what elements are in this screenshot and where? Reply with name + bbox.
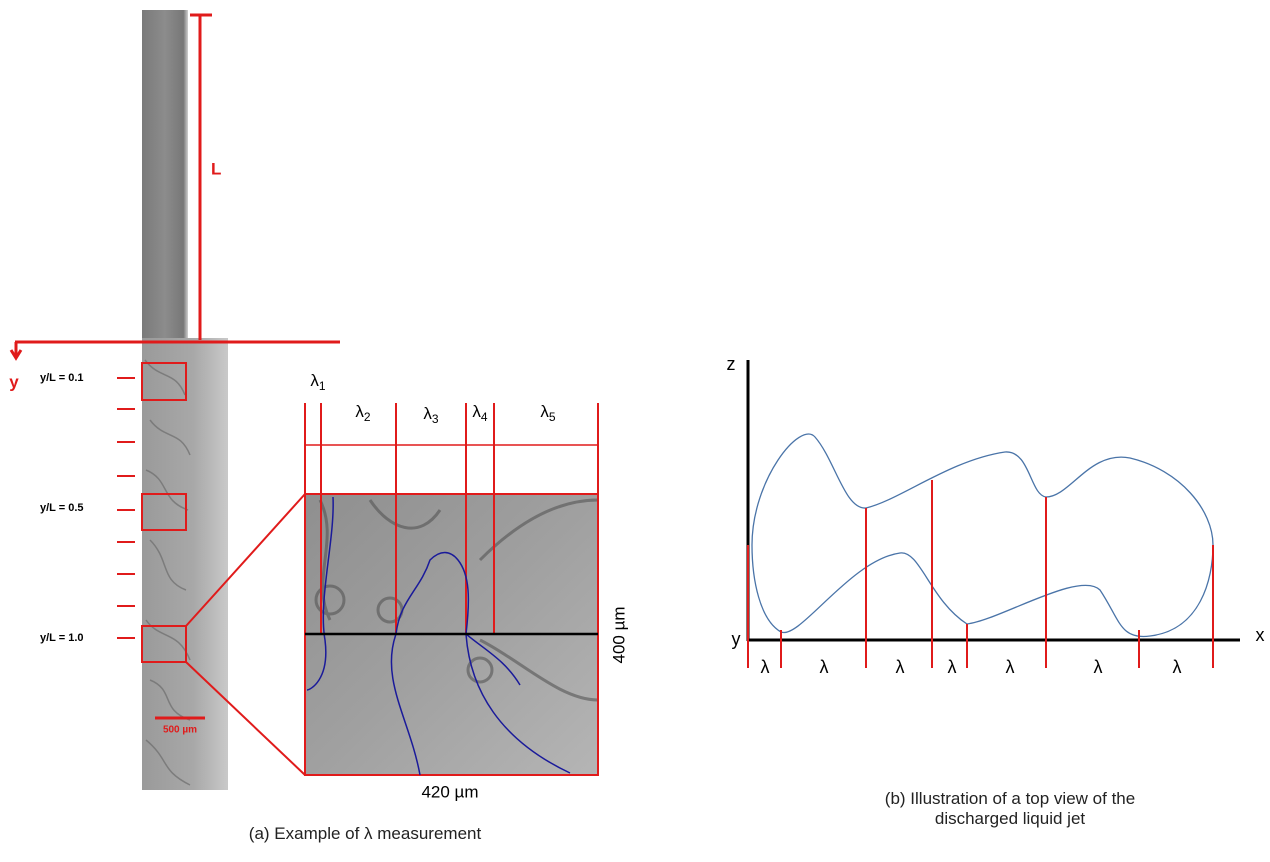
lambda-label: λ	[820, 657, 829, 677]
figure: L y y/L = 0.1 y/L = 0.5 y/L = 1.0 500 µm…	[0, 0, 1270, 862]
x-axis-label: x	[1256, 625, 1265, 645]
lambda-label: λ	[1006, 657, 1015, 677]
lambda-label: λ	[896, 657, 905, 677]
caption: (b) Illustration of a top view of the di…	[860, 789, 1160, 829]
axes	[747, 360, 1240, 641]
lambda-label: λ	[761, 657, 770, 677]
z-axis-label: z	[727, 354, 736, 374]
lambda-label: λ3	[423, 404, 439, 426]
lambda-label: λ	[1173, 657, 1182, 677]
position-label: y/L = 1.0	[40, 632, 84, 644]
y-axis-label: y	[732, 629, 741, 649]
position-label: y/L = 0.1	[40, 372, 84, 384]
scale-bar-label: 500 µm	[163, 725, 197, 736]
lambda-label: λ2	[355, 402, 371, 424]
jet-outline	[752, 434, 1213, 636]
lambda-label: λ	[948, 657, 957, 677]
lambda-label: λ5	[540, 402, 556, 424]
page: { "panel_a": { "length_label": "L", "axi…	[0, 0, 1270, 862]
length-label: L	[211, 159, 221, 178]
jet-image-lower	[142, 338, 228, 790]
height-label: 400 µm	[609, 606, 628, 663]
lambda-label: λ	[1094, 657, 1103, 677]
width-label: 420 µm	[421, 782, 478, 801]
lambda-label: λ4	[472, 402, 488, 424]
caption: (a) Example of λ measurement	[215, 824, 515, 844]
position-label: y/L = 0.5	[40, 502, 84, 514]
jet-image-upper	[142, 10, 188, 340]
y-axis-label: y	[9, 372, 19, 391]
lambda-label: λ1	[310, 371, 326, 393]
